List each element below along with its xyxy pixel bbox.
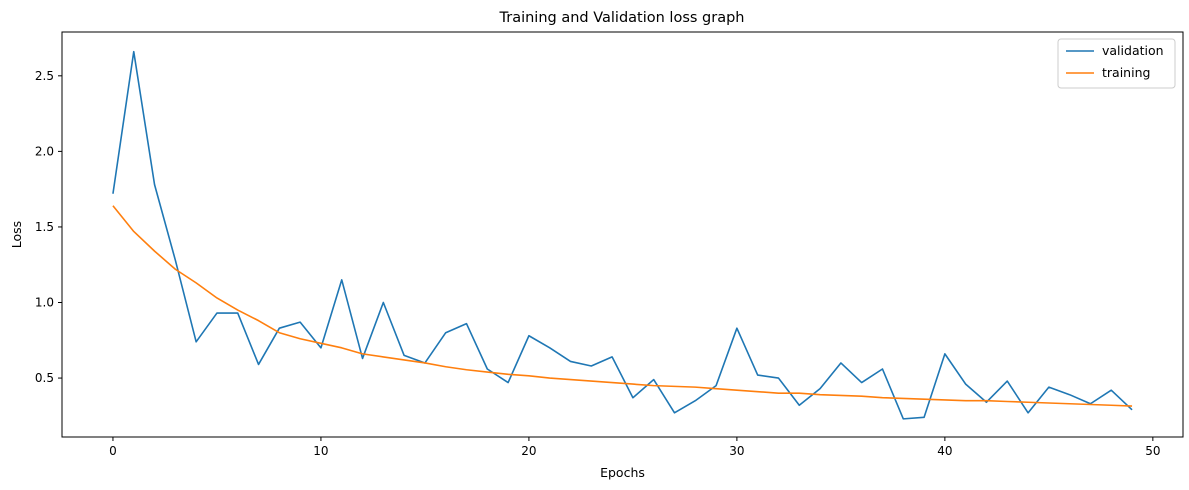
series-line-training bbox=[112, 205, 1133, 407]
plot-area bbox=[112, 50, 1133, 420]
series-validation bbox=[112, 50, 1133, 420]
legend-label-validation: validation bbox=[1102, 43, 1164, 58]
y-tick-label: 1.0 bbox=[35, 296, 54, 310]
legend-label-training: training bbox=[1102, 65, 1150, 80]
series-line-validation bbox=[112, 50, 1133, 420]
x-tick-label: 0 bbox=[109, 444, 117, 458]
y-tick-label: 2.0 bbox=[35, 144, 54, 158]
y-axis-title: Loss bbox=[9, 221, 24, 248]
plot-frame bbox=[61, 31, 1184, 438]
x-tick-label: 40 bbox=[937, 444, 952, 458]
chart-title: Training and Validation loss graph bbox=[499, 10, 745, 26]
x-tick-label: 50 bbox=[1145, 444, 1160, 458]
x-tick-label: 20 bbox=[521, 444, 536, 458]
x-axis: 0 10 20 30 40 50 bbox=[109, 437, 1160, 458]
x-tick-label: 30 bbox=[729, 444, 744, 458]
y-tick-label: 2.5 bbox=[35, 69, 54, 83]
legend: validation training bbox=[1057, 38, 1176, 89]
y-tick-label: 1.5 bbox=[35, 220, 54, 234]
x-axis-title: Epochs bbox=[600, 465, 645, 480]
y-tick-label: 0.5 bbox=[35, 371, 54, 385]
series-training bbox=[112, 205, 1133, 407]
x-tick-label: 10 bbox=[313, 444, 328, 458]
y-axis: 0.5 1.0 1.5 2.0 2.5 bbox=[35, 69, 62, 385]
